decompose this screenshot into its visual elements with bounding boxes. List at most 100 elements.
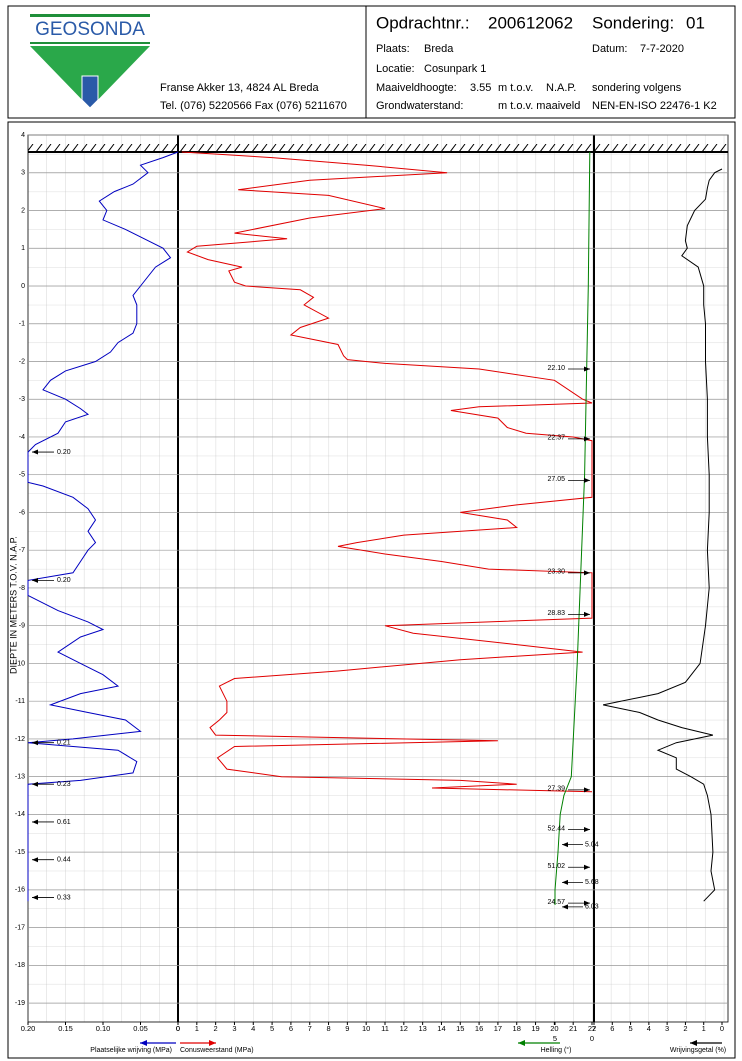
location: Cosunpark 1 [424, 63, 486, 75]
y-axis-label: DIEPTE IN METERS T.O.V. N.A.P. [8, 536, 18, 674]
cone-arrow-head [584, 900, 590, 906]
ground-hatch [28, 143, 728, 152]
y-tick-label: -12 [15, 736, 25, 743]
x-tick-label: 4 [647, 1024, 651, 1033]
x-tick-label: 0 [720, 1024, 724, 1033]
x-tick-label: 12 [400, 1024, 408, 1033]
water-label: Grondwaterstand: [376, 100, 463, 112]
surface-unit: m t.o.v. [498, 82, 533, 94]
y-tick-label: -7 [19, 547, 25, 554]
x-tick-label: 4 [251, 1024, 255, 1033]
tilt-annotation: 5.68 [585, 879, 599, 886]
axis-label: Helling (°) [541, 1046, 572, 1054]
x-tick-label: 13 [418, 1024, 426, 1033]
friction-annotation: 0.21 [57, 740, 71, 747]
x-tick-label: 6 [289, 1024, 293, 1033]
x-tick-label: 1 [702, 1024, 706, 1033]
y-tick-label: -2 [19, 358, 25, 365]
y-tick-label: -1 [19, 321, 25, 328]
chart-frame [7, 121, 736, 1059]
cone-annotation: 22.37 [547, 435, 565, 442]
place: Breda [424, 43, 454, 55]
cone-annotation: 28.83 [547, 610, 565, 617]
y-tick-label: -16 [15, 887, 25, 894]
friction-arrow-head [32, 577, 38, 583]
x-tick-label: 22 [588, 1024, 596, 1033]
norm-label: sondering volgens [592, 82, 682, 94]
logo-text: GEOSONDA [35, 19, 145, 40]
probe: 01 [686, 13, 705, 32]
cone-arrow-head [584, 570, 590, 576]
x-tick-label: 1 [195, 1024, 199, 1033]
axis-label: Wrijvingsgetal (%) [670, 1047, 726, 1054]
cone-annotation: 22.10 [547, 365, 565, 372]
friction-annotation: 0.44 [57, 857, 71, 864]
y-tick-label: 4 [21, 132, 25, 139]
x-tick-label: 20 [550, 1024, 558, 1033]
friction-arrow-head [32, 449, 38, 455]
surface: 3.55 [470, 82, 491, 94]
cone-arrow-head [584, 827, 590, 833]
x-tick-label: 0 [176, 1024, 180, 1033]
curve [554, 151, 591, 905]
y-tick-label: -19 [15, 1000, 25, 1007]
tilt-arrow-head [562, 904, 568, 910]
y-tick-label: 3 [21, 170, 25, 177]
x-tick-label: 19 [531, 1024, 539, 1033]
logo-bar [30, 42, 150, 44]
date-label: Datum: [592, 43, 627, 55]
header-frame [7, 5, 736, 119]
y-tick-label: 2 [21, 207, 25, 214]
x-tick-label: 5 [553, 1034, 557, 1043]
x-tick-label: 3 [232, 1024, 236, 1033]
y-tick-label: -13 [15, 774, 25, 781]
cone-annotation: 23.30 [547, 569, 565, 576]
x-tick-label: 2 [683, 1024, 687, 1033]
x-tick-label: 2 [214, 1024, 218, 1033]
y-tick-label: -18 [15, 962, 25, 969]
friction-annotation: 0.33 [57, 894, 71, 901]
axis-label: Plaatselijke wrijving (MPa) [90, 1047, 172, 1054]
x-tick-label: 14 [437, 1024, 445, 1033]
cone-arrow-head [584, 366, 590, 372]
friction-annotation: 0.61 [57, 819, 71, 826]
friction-arrow-head [32, 857, 38, 863]
x-tick-label: 0.20 [21, 1024, 36, 1033]
x-tick-label: 9 [345, 1024, 349, 1033]
legend-arrow-head [209, 1040, 216, 1046]
x-tick-label: 16 [475, 1024, 483, 1033]
surface-label: Maaiveldhoogte: [376, 82, 457, 94]
tilt-annotation: 6.03 [585, 904, 599, 911]
x-tick-label: 15 [456, 1024, 464, 1033]
curve [602, 168, 723, 902]
curve [181, 151, 593, 793]
friction-annotation: 0.23 [57, 781, 71, 788]
y-tick-label: -11 [15, 698, 25, 705]
x-tick-label: 3 [665, 1024, 669, 1033]
address: Franse Akker 13, 4824 AL Breda [160, 82, 319, 94]
tilt-arrow-head [562, 842, 568, 848]
x-tick-label: 17 [494, 1024, 502, 1033]
friction-arrow-head [32, 740, 38, 746]
x-tick-label: 6 [610, 1024, 614, 1033]
x-tick-label: 11 [381, 1024, 389, 1033]
x-tick-label: 10 [362, 1024, 370, 1033]
phone: Tel. (076) 5220566 Fax (076) 5211670 [160, 100, 347, 112]
legend-arrow-head [140, 1040, 147, 1046]
x-tick-label: 18 [513, 1024, 521, 1033]
water-unit: m t.o.v. maaiveld [498, 100, 580, 112]
x-tick-label: 0 [590, 1034, 594, 1043]
friction-annotation: 0.20 [57, 577, 71, 584]
logo-arrow [81, 75, 99, 109]
location-label: Locatie: [376, 63, 415, 75]
order-label: Opdrachtnr.: [376, 13, 470, 32]
cone-annotation: 27.39 [547, 786, 565, 793]
cone-arrow-head [584, 477, 590, 483]
probe-label: Sondering: [592, 13, 674, 32]
x-tick-label: 7 [592, 1024, 596, 1033]
axis-label: Conusweerstand (MPa) [180, 1047, 254, 1054]
x-tick-label: 0.05 [133, 1024, 148, 1033]
friction-arrow-head [32, 894, 38, 900]
cone-annotation: 52.44 [547, 825, 565, 832]
